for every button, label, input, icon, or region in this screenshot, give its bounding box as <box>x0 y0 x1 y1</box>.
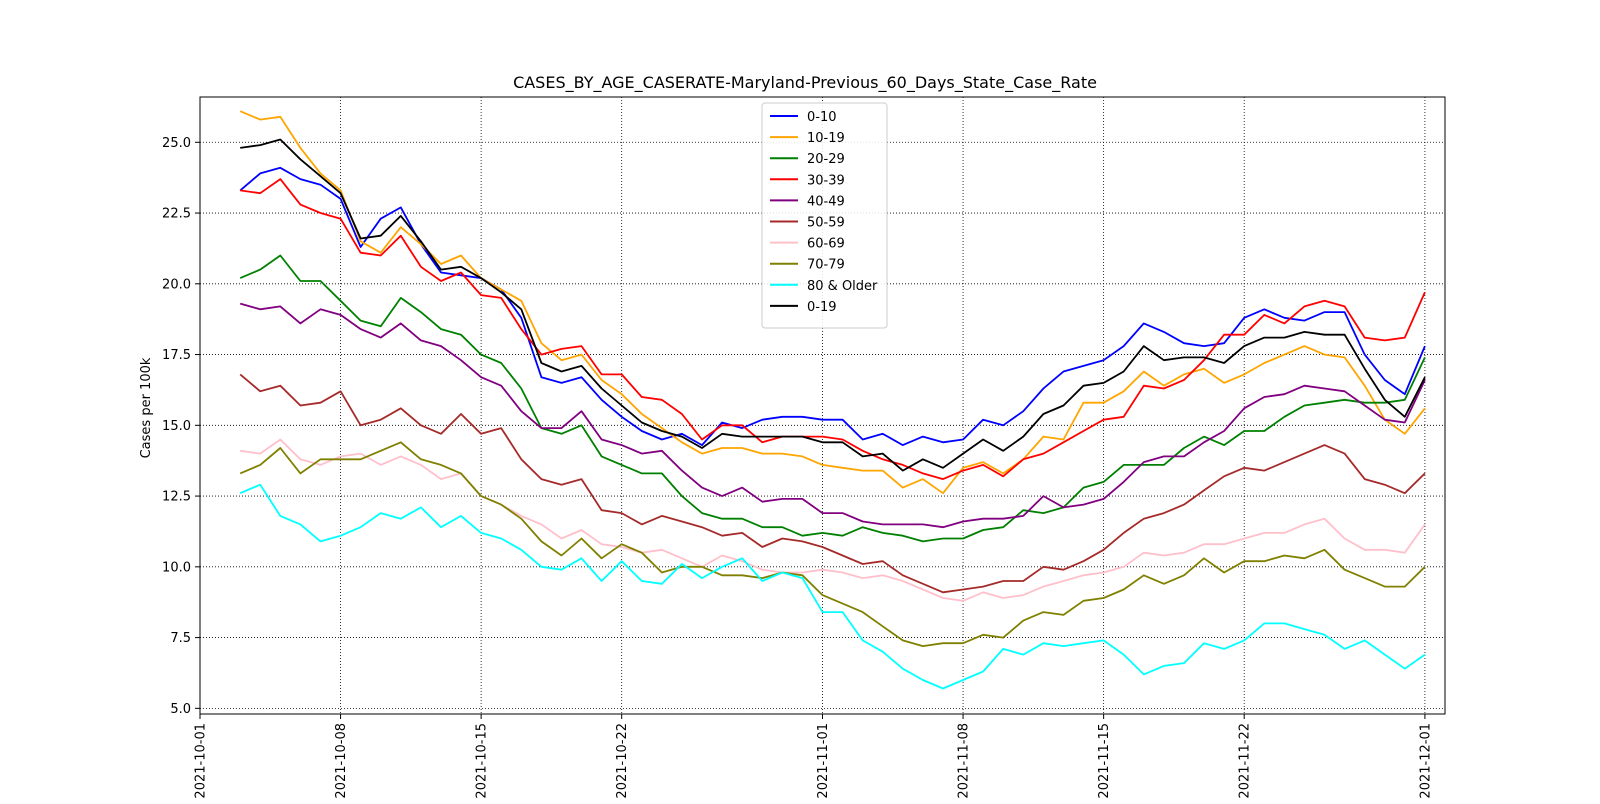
x-tick-label: 2021-10-01 <box>194 723 209 799</box>
legend-label: 30-39 <box>807 173 845 188</box>
series-line-0-19 <box>240 138 1426 472</box>
series-line-80-older <box>239 483 1426 690</box>
legend-label: 0-10 <box>807 110 837 125</box>
series-line-20-29 <box>239 254 1426 543</box>
y-axis-ticks: 5.0 7.5 10.0 12.5 15.0 17.5 20.0 22.5 25.0 <box>162 136 200 717</box>
y-tick-label: 10.0 <box>162 560 191 575</box>
y-tick-label: 12.5 <box>162 490 191 505</box>
series-line-40-49 <box>239 302 1426 529</box>
x-tick-label: 2021-12-01 <box>1418 723 1433 799</box>
series-line-70-79 <box>239 441 1426 647</box>
legend-label: 60-69 <box>807 237 845 252</box>
y-axis-label: Cases per 100k <box>139 357 154 458</box>
y-tick-label: 20.0 <box>162 277 191 292</box>
x-axis-ticks: 2021-10-01 2021-10-08 2021-10-15 2021-10-22… <box>194 714 1433 799</box>
legend-label: 10-19 <box>807 131 845 146</box>
legend-label: 70-79 <box>807 258 845 273</box>
x-tick-label: 2021-11-15 <box>1097 723 1112 799</box>
legend-label: 0-19 <box>807 300 837 315</box>
y-tick-label: 17.5 <box>162 348 191 363</box>
legend-label: 40-49 <box>807 194 845 209</box>
x-tick-label: 2021-10-22 <box>615 723 630 799</box>
x-tick-label: 2021-11-01 <box>816 723 831 799</box>
y-tick-label: 25.0 <box>162 136 191 151</box>
legend: 0-10 10-19 20-29 30-39 40-49 50-59 60-69 70-79 8… <box>761 102 888 329</box>
x-tick-label: 2021-11-08 <box>957 723 972 799</box>
series-line-30-39 <box>240 178 1426 481</box>
y-tick-label: 5.0 <box>170 702 191 717</box>
x-tick-label: 2021-10-08 <box>334 723 349 799</box>
series-line-50-59 <box>239 373 1426 594</box>
y-tick-label: 22.5 <box>162 207 191 222</box>
x-tick-label: 2021-11-22 <box>1238 723 1253 799</box>
legend-box <box>761 102 888 329</box>
legend-label: 80 & Older <box>807 279 878 294</box>
series-line-10-19 <box>239 110 1426 495</box>
series-lines <box>239 110 1426 690</box>
series-line-60-69 <box>240 438 1426 602</box>
y-tick-label: 15.0 <box>162 419 191 434</box>
legend-label: 20-29 <box>807 152 845 167</box>
y-tick-label: 7.5 <box>170 631 191 646</box>
series-line-0-10 <box>239 166 1426 447</box>
chart-title: CASES_BY_AGE_CASERATE-Maryland-Previous_… <box>513 73 1097 93</box>
legend-label: 50-59 <box>807 216 845 231</box>
x-tick-label: 2021-10-15 <box>475 723 490 799</box>
